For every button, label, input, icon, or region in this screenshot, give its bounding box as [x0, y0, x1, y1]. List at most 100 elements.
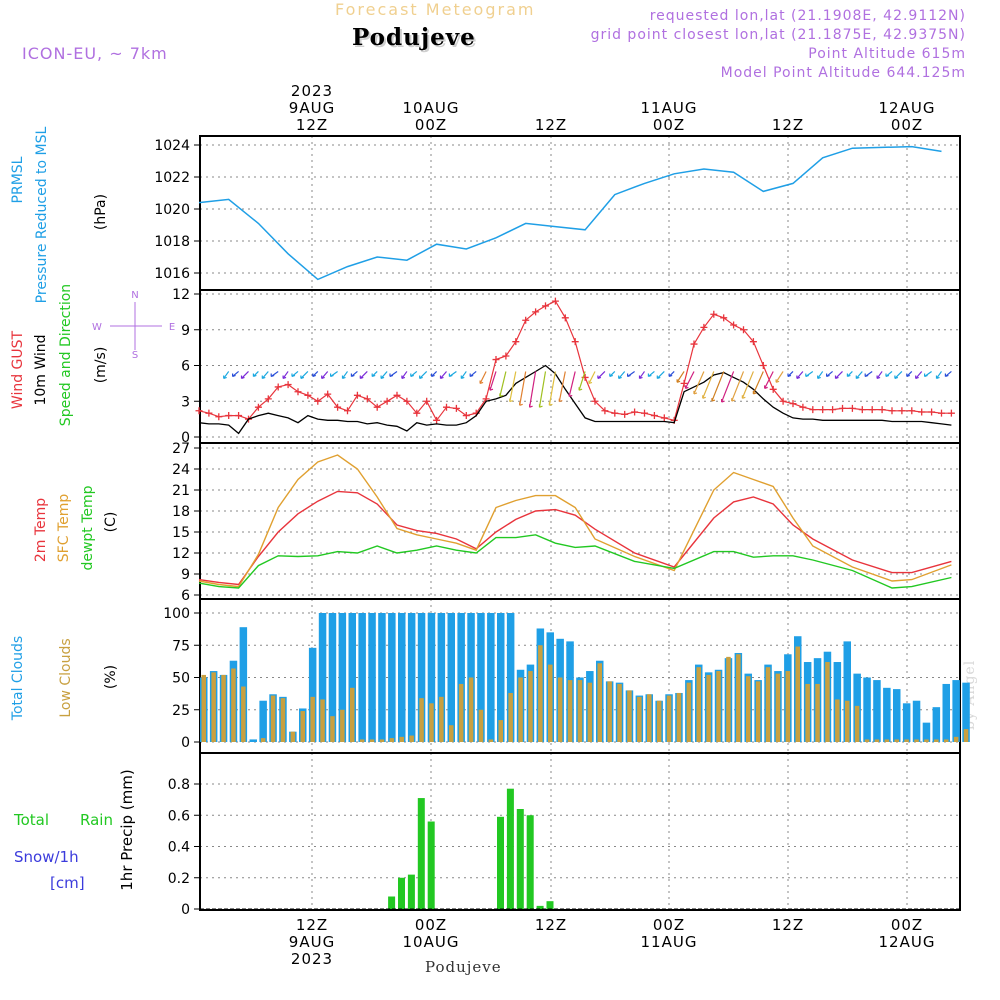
- wind-arrow: [731, 371, 745, 402]
- cloud-low-bar: [706, 674, 711, 742]
- cloud-low-bar: [953, 736, 959, 742]
- wind-arrow-head: [676, 379, 681, 383]
- time-label-bottom: 12Z: [535, 916, 567, 934]
- cloud-low-bar: [300, 711, 305, 742]
- wind-label-10m: 10m Wind: [33, 334, 49, 405]
- precip-label-snow: Snow/1h: [14, 848, 79, 866]
- wind-arrow: [741, 371, 754, 399]
- precip-bars: [200, 788, 960, 910]
- wind-arrow-head: [448, 373, 453, 378]
- cloud-low-bar: [270, 695, 276, 742]
- ytick-label: 15: [172, 525, 190, 541]
- wind-arrow-head: [894, 375, 899, 380]
- wind-arrow-head: [597, 375, 602, 380]
- wind-gust-marker: [195, 407, 203, 415]
- wind-gust-marker: [799, 403, 807, 411]
- wind-arrow: [588, 371, 596, 384]
- gridpoint-coords: grid point closest lon,lat (21.1875E, 42…: [590, 27, 966, 43]
- ytick-label: 1016: [154, 266, 190, 282]
- cloud-total-bar: [843, 641, 851, 742]
- cloud-low-bar: [260, 738, 266, 742]
- cloud-low-bar: [637, 696, 642, 742]
- time-label-top: 12AUG: [879, 99, 936, 117]
- ytick-label: 1018: [154, 234, 190, 250]
- cloud-total-bar: [407, 613, 416, 742]
- wind-gust-marker: [947, 409, 955, 417]
- wind-arrow: [711, 371, 725, 402]
- wind-arrow: [693, 371, 705, 395]
- wind-arrow-head: [460, 375, 465, 380]
- wind-gust-marker: [839, 404, 846, 412]
- cloud-low-bar: [835, 699, 840, 742]
- wind-arrow-head: [469, 373, 474, 378]
- wind-arrow: [519, 371, 527, 406]
- precip-rain-bar: [536, 905, 544, 909]
- location-title: Podujeve: [352, 24, 476, 51]
- wind-gust-marker: [314, 397, 322, 405]
- wind-arrow: [578, 371, 586, 391]
- time-label-top: 10AUG: [403, 99, 460, 117]
- cloud-low-bar: [696, 667, 701, 742]
- cloud-low-bar: [538, 645, 543, 742]
- cloud-low-bar: [597, 663, 602, 742]
- ytick-label: 0: [181, 735, 190, 751]
- cloud-low-bar: [944, 739, 949, 742]
- ytick-label: 18: [172, 504, 190, 520]
- wind-arrow: [618, 371, 626, 379]
- cloud-total-bar: [477, 613, 485, 742]
- wind-arrow-head: [944, 373, 949, 378]
- cloud-total-bar: [328, 613, 337, 742]
- wind-arrow-head: [321, 375, 325, 380]
- ytick-label: 1022: [154, 170, 190, 186]
- wind-gust-marker: [324, 390, 332, 398]
- cloud-low-bar: [508, 692, 513, 742]
- cloud-total-bar: [348, 613, 356, 742]
- cloud-total-bar: [932, 707, 941, 742]
- time-label-top: 2023: [291, 82, 333, 100]
- cloud-total-bar: [506, 613, 515, 742]
- wind-gust-marker: [928, 408, 936, 416]
- wind-gust-marker: [908, 407, 916, 415]
- cloud-low-bar: [231, 668, 236, 742]
- cloud-total-bar: [318, 613, 327, 742]
- wind-arrow-head: [578, 387, 583, 391]
- compass: [110, 302, 162, 350]
- wind-arrow-head: [805, 373, 809, 378]
- cloud-low-bar: [755, 681, 761, 742]
- cloud-low-bar: [211, 672, 216, 742]
- cloud-low-bar: [478, 709, 484, 742]
- wind-arrow-head: [439, 375, 444, 380]
- cloud-low-bar: [825, 662, 830, 742]
- wind-arrow-head: [300, 375, 305, 380]
- wind-arrow-head: [668, 373, 673, 378]
- cloud-low-bar: [518, 677, 523, 742]
- wind-arrow-head: [684, 385, 689, 389]
- wind-arrow: [721, 371, 735, 403]
- cloud-total-bar: [249, 739, 257, 742]
- panel-precip: 0 0.2 0.4 0.6 0.8: [168, 752, 961, 918]
- wind-arrow: [538, 371, 547, 408]
- wind-arrow: [509, 371, 517, 402]
- wind-arrow-head: [627, 373, 631, 378]
- wind-arrow: [282, 371, 289, 379]
- model-altitude: Model Point Altitude 644.125m: [720, 65, 966, 81]
- wind-arrow: [702, 371, 715, 399]
- cloud-total-bar: [497, 613, 505, 742]
- time-label-top: 00Z: [653, 116, 685, 134]
- wind-gust-marker: [769, 385, 777, 393]
- temp-2m-line: [198, 490, 952, 586]
- cloud-low-bar: [429, 703, 434, 742]
- wind-gust-marker: [601, 407, 609, 415]
- cloud-low-bar: [775, 673, 781, 742]
- time-label-bottom: 12AUG: [879, 933, 936, 951]
- wind-arrow-head: [702, 395, 706, 399]
- precip-label-rain: Rain: [80, 811, 113, 829]
- wind-gust-marker: [373, 403, 381, 411]
- temp-label-2m: 2m Temp: [33, 498, 49, 562]
- wind-gust-marker: [254, 403, 262, 411]
- wind-gust-marker: [502, 352, 510, 360]
- wind-gust-marker: [829, 406, 837, 414]
- cloud-low-bar: [280, 698, 286, 742]
- wind-arrow-head: [764, 385, 768, 389]
- wind-arrow-head: [817, 375, 821, 380]
